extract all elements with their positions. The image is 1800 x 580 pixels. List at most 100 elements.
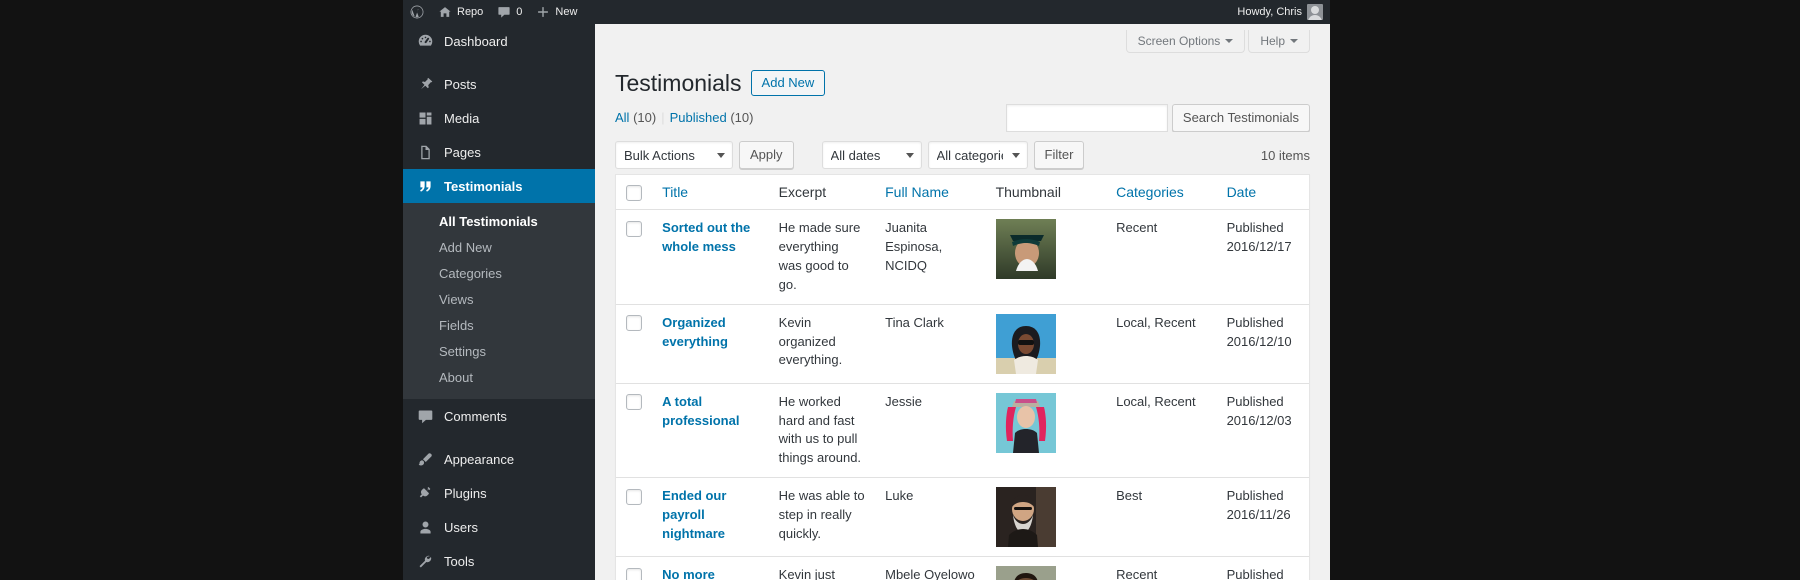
testimonial-title-link[interactable]: Organized everything (662, 314, 728, 349)
row-date-cell: Published 2016/12/17 (1217, 210, 1309, 303)
howdy-label: Howdy, Chris (1237, 6, 1302, 18)
avatar (1307, 4, 1323, 20)
site-name-menu[interactable]: Repo (431, 0, 490, 24)
row-categories-cell: Recent (1106, 556, 1217, 580)
media-icon (419, 112, 432, 124)
testimonials-table: Title Excerpt Full Name Thumbnail Catego… (615, 174, 1310, 580)
sort-categories-link[interactable]: Categories (1116, 184, 1184, 201)
row-categories-cell: Local, Recent (1106, 303, 1217, 383)
plugin-icon (419, 486, 431, 497)
sidebar-item-pages[interactable]: Pages (403, 135, 595, 169)
row-title-cell: Ended our payroll nightmare (652, 477, 769, 556)
sidebar-item-label: Tools (444, 553, 475, 569)
table-body: Sorted out the whole mess He made sure e… (616, 210, 1309, 580)
submenu-item-all-testimonials[interactable]: All Testimonials (439, 214, 538, 229)
sidebar-item-dashboard[interactable]: Dashboard (403, 24, 595, 58)
row-date-status: Published (1226, 220, 1284, 236)
help-button[interactable]: Help (1248, 30, 1310, 53)
submenu-item-add-new[interactable]: Add New (439, 240, 492, 255)
row-thumbnail-cell (985, 382, 1107, 477)
sidebar-item-label: Comments (444, 408, 507, 424)
new-content-menu[interactable]: New (529, 0, 584, 24)
sidebar-item-media[interactable]: Media (403, 101, 595, 135)
sidebar-item-label: Posts (444, 76, 477, 92)
row-date-status: Published (1226, 314, 1284, 330)
plus-icon (538, 7, 549, 17)
submenu-item-views[interactable]: Views (439, 292, 474, 307)
sidebar-item-label: Media (444, 110, 480, 126)
sidebar-item-appearance[interactable]: Appearance (403, 442, 595, 476)
row-select-cell (616, 556, 653, 580)
filter-button[interactable]: Filter (1033, 141, 1085, 169)
sidebar-item-comments[interactable]: Comments (403, 399, 595, 433)
row-checkbox[interactable] (626, 394, 642, 411)
testimonial-title-link[interactable]: A total professional (662, 393, 740, 428)
sidebar-item-label: Testimonials (444, 178, 523, 194)
my-account-menu[interactable]: Howdy, Chris (1230, 0, 1330, 24)
testimonial-title-link[interactable]: No more headache (662, 567, 715, 580)
comments-bubble[interactable]: 0 (490, 0, 529, 24)
table-header-row: Title Excerpt Full Name Thumbnail Catego… (616, 175, 1309, 211)
testimonial-title-link[interactable]: Ended our payroll nightmare (662, 488, 727, 541)
comment-icon (418, 410, 433, 423)
search-input[interactable] (1005, 104, 1168, 132)
view-published: Published (10) (670, 110, 754, 125)
sort-date-link[interactable]: Date (1226, 184, 1257, 201)
select-all-checkbox[interactable] (626, 185, 642, 202)
sidebar-item-label: Plugins (444, 485, 487, 501)
row-checkbox[interactable] (626, 315, 642, 332)
column-header-thumbnail: Thumbnail (985, 175, 1107, 211)
sidebar-item-testimonials[interactable]: Testimonials (403, 169, 603, 203)
sidebar-item-plugins[interactable]: Plugins (403, 476, 595, 510)
submenu-item-settings[interactable]: Settings (439, 344, 486, 359)
sort-title-link[interactable]: Title (662, 184, 689, 201)
sidebar-item-label: Dashboard (444, 33, 508, 49)
row-thumbnail-cell (985, 303, 1107, 383)
wp-admin-app: Repo 0 New Howdy, Chris Dashboard (403, 0, 1330, 580)
row-checkbox[interactable] (626, 220, 642, 237)
add-new-button[interactable]: Add New (750, 69, 826, 96)
row-thumbnail-cell (985, 477, 1107, 556)
sidebar-item-posts[interactable]: Posts (403, 67, 595, 101)
filter-by-date-select[interactable]: All dates (821, 141, 922, 169)
row-categories-cell: Best (1106, 477, 1217, 556)
screen-meta-links: Screen Options Help (615, 24, 1310, 54)
testimonial-title-link[interactable]: Sorted out the whole mess (662, 220, 751, 255)
row-full-name-cell: Mbele Oyelowo (875, 556, 986, 580)
view-all-link[interactable]: All (615, 110, 630, 125)
bulk-actions-select[interactable]: Bulk Actions (615, 141, 733, 169)
select-all-header (616, 175, 653, 211)
view-published-link[interactable]: Published (669, 110, 727, 125)
row-excerpt-cell: He worked hard and fast with us to pull … (768, 382, 876, 477)
column-header-categories: Categories (1106, 175, 1217, 211)
row-date-value: 2016/12/10 (1226, 333, 1292, 349)
submenu-item-about[interactable]: About (439, 370, 473, 385)
row-full-name-cell: Tina Clark (875, 303, 986, 383)
admin-sidebar-menu: Dashboard Posts Media Pages Testimonials… (403, 24, 603, 580)
pages-icon (421, 145, 430, 159)
submenu-item-fields[interactable]: Fields (439, 318, 474, 333)
sidebar-item-users[interactable]: Users (403, 510, 595, 544)
column-header-full-name: Full Name (875, 175, 986, 211)
table-row: Sorted out the whole mess He made sure e… (616, 210, 1309, 303)
row-title-cell: A total professional (652, 382, 769, 477)
sort-full-name-link[interactable]: Full Name (885, 184, 949, 201)
row-select-cell (616, 303, 653, 383)
admin-content-area: Screen Options Help Testimonials Add New… (595, 24, 1330, 580)
thumbnail-image (995, 487, 1056, 548)
sidebar-item-tools[interactable]: Tools (403, 544, 595, 578)
row-date-value: 2016/12/17 (1226, 239, 1292, 255)
screen-options-label: Screen Options (1137, 33, 1221, 48)
apply-button[interactable]: Apply (739, 141, 794, 169)
letterbox-right (1330, 0, 1800, 580)
row-checkbox[interactable] (626, 567, 642, 580)
letterbox-left (0, 0, 403, 580)
submenu-item-categories[interactable]: Categories (439, 266, 502, 281)
row-excerpt-cell: He was able to step in really quickly. (768, 477, 876, 556)
screen-options-button[interactable]: Screen Options (1125, 30, 1246, 53)
wordpress-logo-menu[interactable] (403, 0, 431, 24)
filter-by-category-select[interactable]: All categories (927, 141, 1028, 169)
row-full-name-cell: Juanita Espinosa, NCIDQ (885, 220, 943, 273)
search-submit-button[interactable]: Search Testimonials (1171, 104, 1310, 132)
row-checkbox[interactable] (626, 488, 642, 505)
